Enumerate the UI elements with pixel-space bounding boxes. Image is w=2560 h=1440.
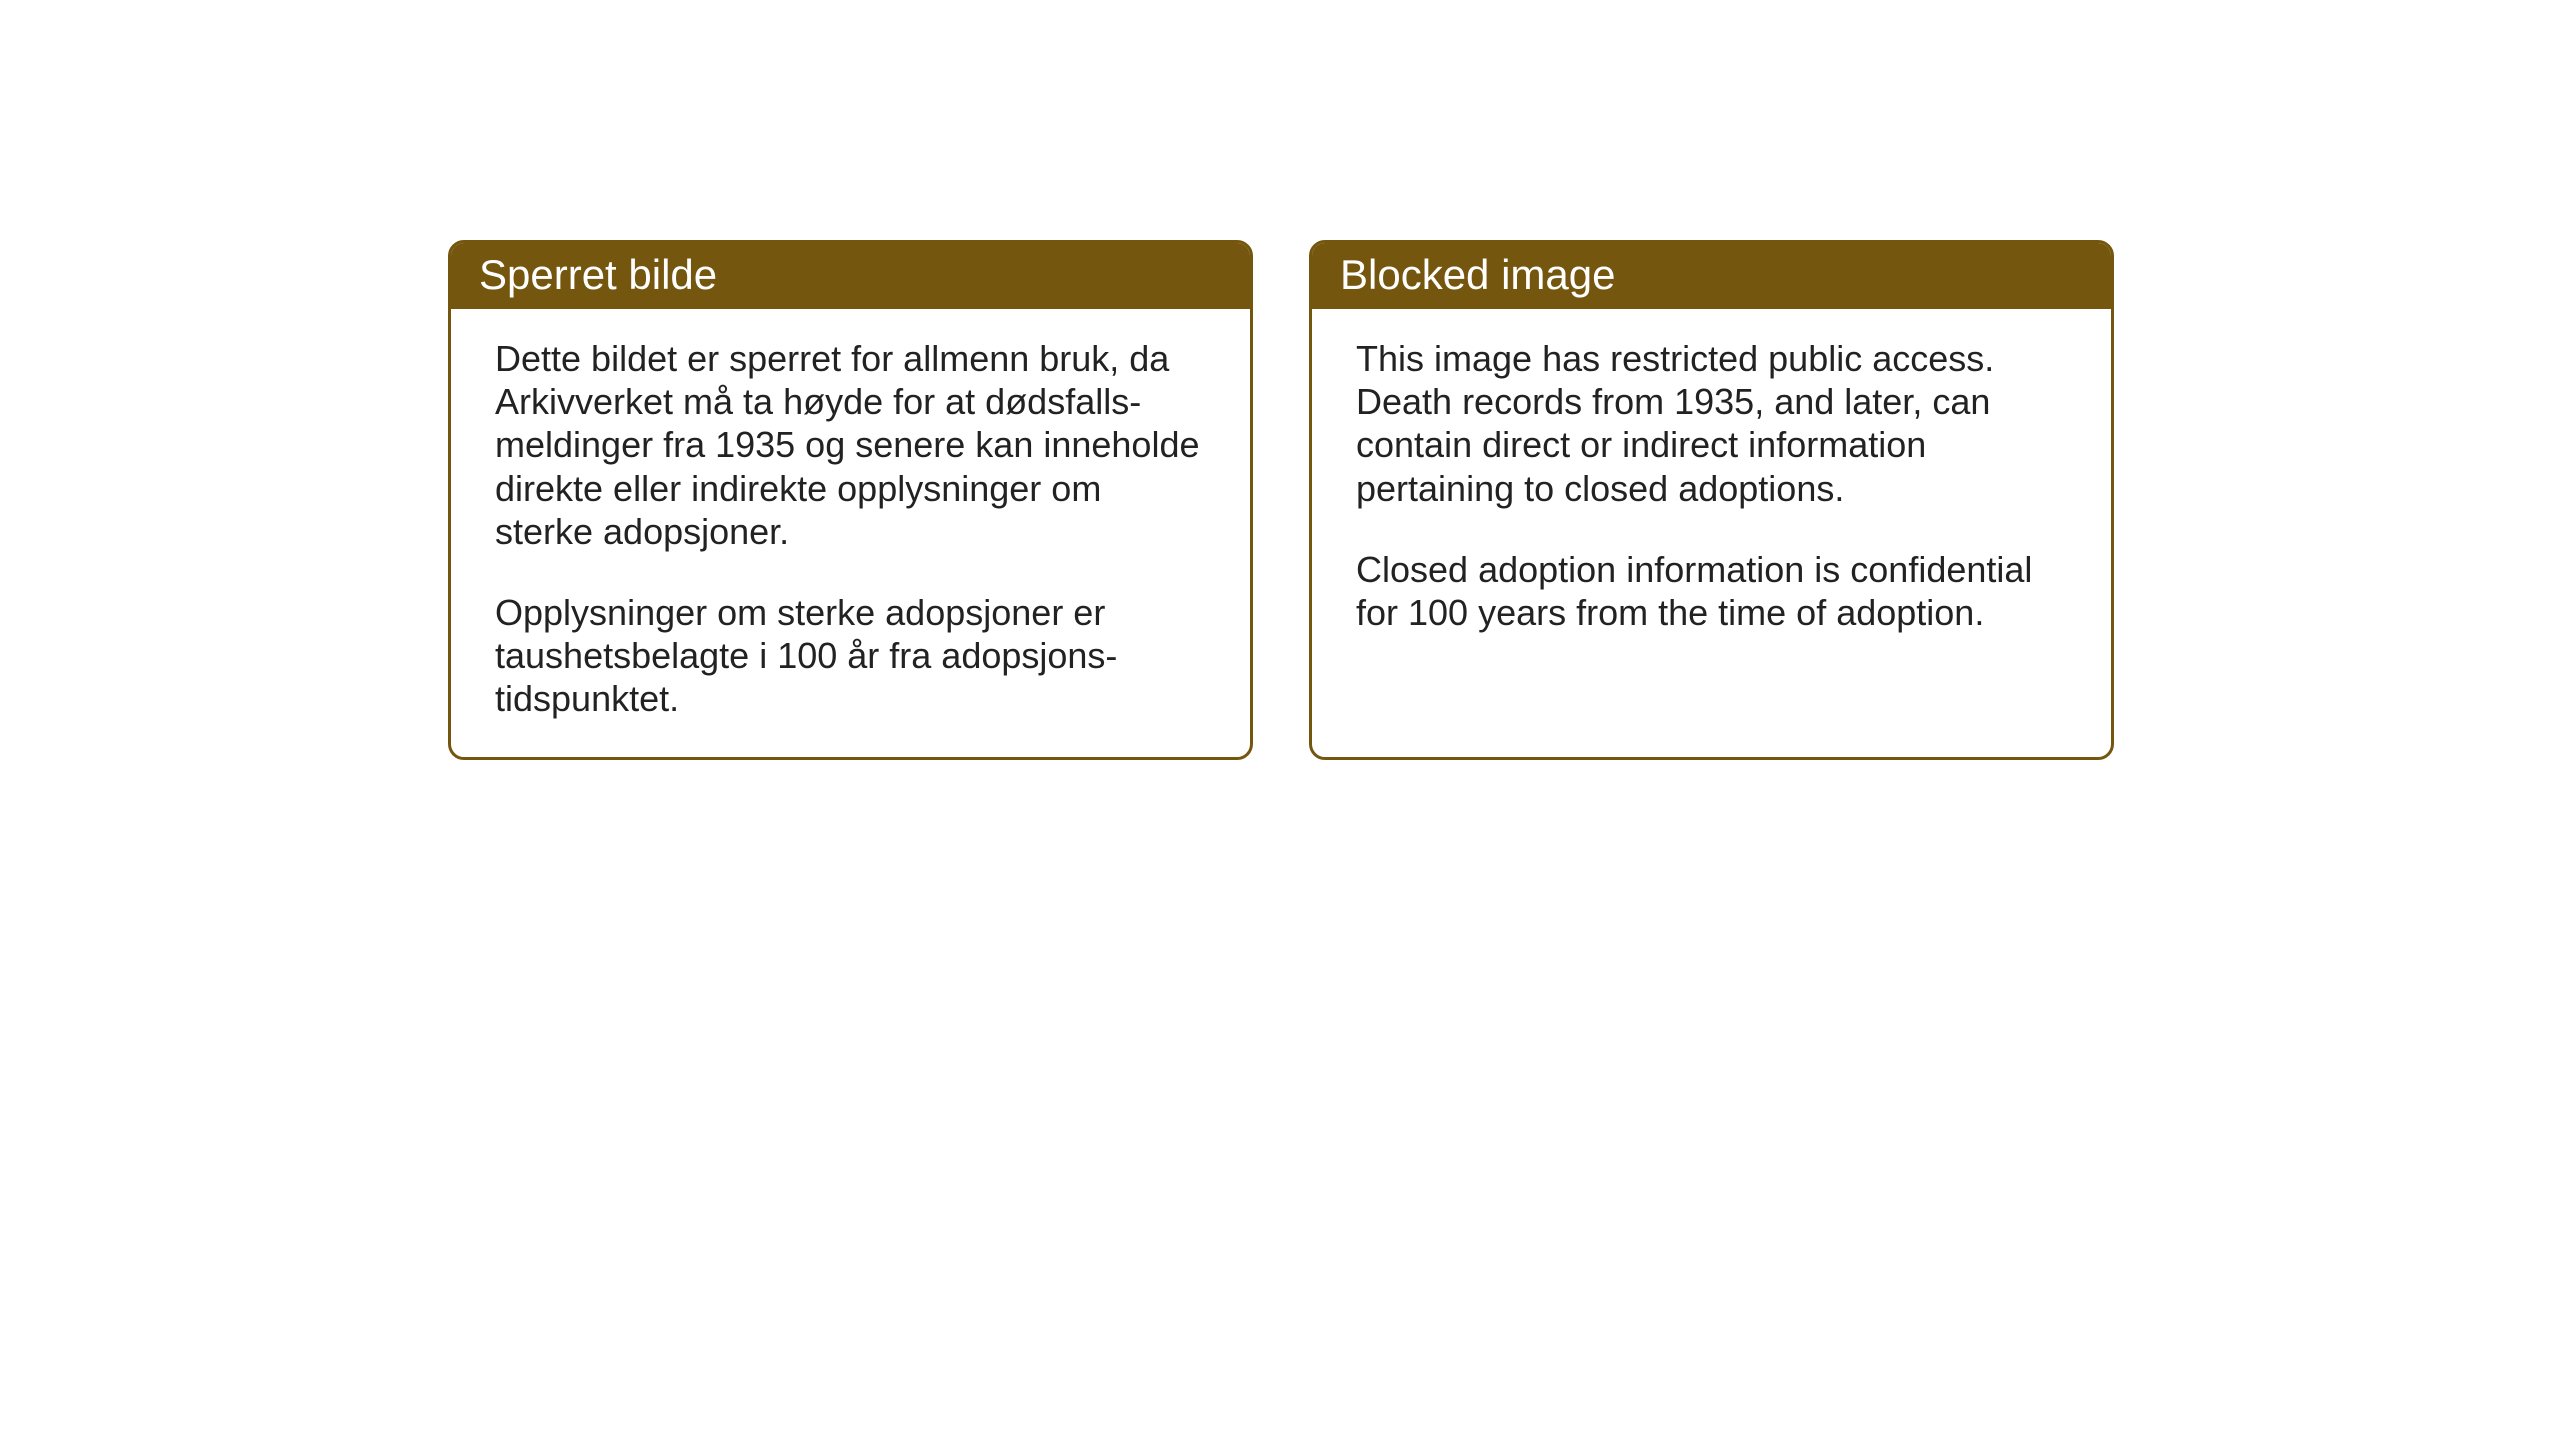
blocked-notice-card-norwegian: Sperret bilde Dette bildet er sperret fo… (448, 240, 1253, 760)
card-paragraph: Closed adoption information is confident… (1356, 548, 2067, 634)
card-paragraph: Dette bildet er sperret for allmenn bruk… (495, 337, 1206, 553)
card-header-norwegian: Sperret bilde (451, 243, 1250, 309)
card-paragraph: This image has restricted public access.… (1356, 337, 2067, 510)
card-paragraph: Opplysninger om sterke adopsjoner er tau… (495, 591, 1206, 721)
cards-container: Sperret bilde Dette bildet er sperret fo… (448, 240, 2560, 760)
card-body-norwegian: Dette bildet er sperret for allmenn bruk… (451, 309, 1250, 757)
blocked-notice-card-english: Blocked image This image has restricted … (1309, 240, 2114, 760)
card-header-english: Blocked image (1312, 243, 2111, 309)
card-body-english: This image has restricted public access.… (1312, 309, 2111, 670)
